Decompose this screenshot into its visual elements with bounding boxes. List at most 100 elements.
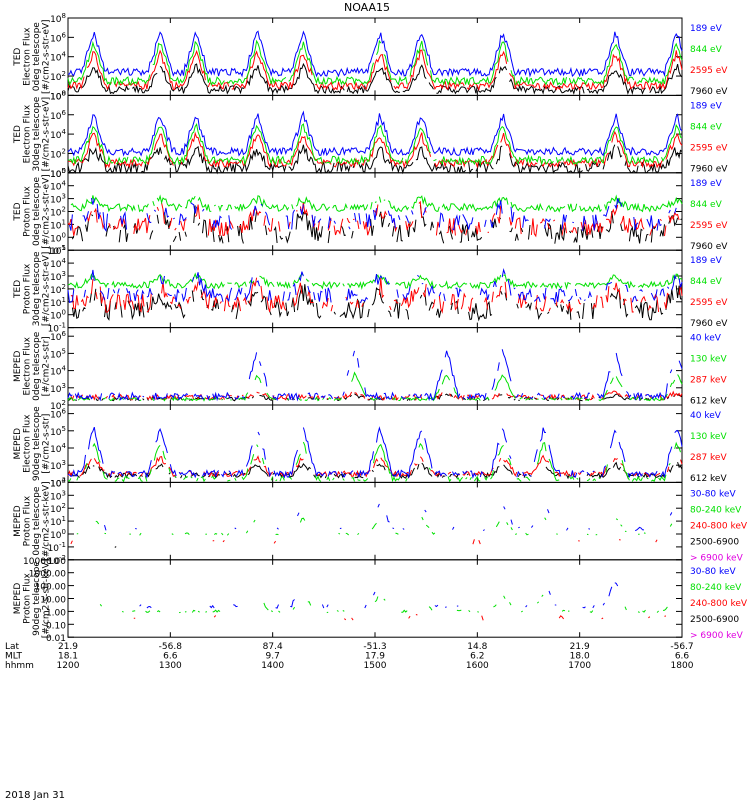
y-axis-label: MEPED Electron Flux 90deg telescope [#/cm2-… xyxy=(13,406,52,481)
footer-value: 1300 xyxy=(159,661,182,671)
footer-value: 1400 xyxy=(261,661,284,671)
series-black xyxy=(71,205,683,244)
y-label-line: 30deg telescope xyxy=(32,251,42,326)
y-tick-label: 104 xyxy=(50,365,66,378)
legend-entry: 80-240 keV xyxy=(690,505,742,515)
series-blue xyxy=(67,349,683,402)
series-black xyxy=(71,284,683,322)
legend-entry: > 6900 keV xyxy=(690,553,744,563)
series-blue xyxy=(67,426,683,479)
y-tick-label: 10-1 xyxy=(48,541,66,554)
legend-entry: 2595 eV xyxy=(690,221,728,231)
legend-entry: 30-80 keV xyxy=(690,567,736,577)
footer-value: -56.8 xyxy=(159,642,183,652)
y-tick-label: 10.00 xyxy=(40,596,66,606)
y-label-line: 0deg telescope xyxy=(32,22,42,92)
y-tick-label: 103 xyxy=(50,193,66,206)
y-tick-label: 103 xyxy=(50,382,66,395)
y-label-line: 0deg telescope xyxy=(32,177,42,247)
y-label-line: [#/cm2-s-str-eV] xyxy=(42,97,52,172)
legend-entry: 7960 eV xyxy=(690,242,728,252)
y-label-line: Electron Flux xyxy=(23,104,33,163)
y-tick-label: 100 xyxy=(50,231,66,244)
y-tick-label: 0.10 xyxy=(46,621,66,631)
legend-entry: 30-80 keV xyxy=(690,489,736,499)
y-tick-label: 100 xyxy=(50,89,66,102)
y-label-line: TED xyxy=(13,202,23,221)
series-green xyxy=(67,371,683,402)
series-green xyxy=(67,122,683,167)
series-black xyxy=(115,546,676,548)
legend-entry: 40 keV xyxy=(690,334,722,344)
legend-entry: 612 keV xyxy=(690,397,727,407)
y-tick-label: 101 xyxy=(50,218,66,231)
y-tick-label: 100 xyxy=(50,167,66,180)
legend-entry: 844 eV xyxy=(690,200,723,210)
series-green xyxy=(67,441,681,483)
y-tick-label: 102 xyxy=(50,476,66,489)
series-blue xyxy=(140,583,675,608)
y-tick-label: 0.01 xyxy=(46,634,66,644)
y-tick-label: 101 xyxy=(50,515,66,528)
y-axis-label: TED Electron Flux 0deg telescope [#/cm2-s-s… xyxy=(13,19,52,94)
y-tick-label: 1.00 xyxy=(46,608,66,618)
footer-value: 21.9 xyxy=(570,642,590,652)
footer-value: -51.3 xyxy=(363,642,386,652)
legend-entry: 2500-6900 xyxy=(690,615,739,625)
y-label-line: [#/cm2-s-str-eV] xyxy=(42,19,52,94)
footer-value: 1800 xyxy=(671,661,694,671)
y-label-line: MEPED xyxy=(13,428,23,460)
series-green xyxy=(77,517,679,535)
legend-entry: 240-800 keV xyxy=(690,521,748,531)
y-tick-label: 105 xyxy=(50,347,66,360)
footer-value: 6.6 xyxy=(675,652,690,662)
y-label-line: [#/cm2-s-str-keV] xyxy=(42,559,52,638)
y-tick-label: 10000.00 xyxy=(23,557,66,567)
series-blue xyxy=(67,30,683,78)
legend-entry: 189 eV xyxy=(690,256,723,266)
panel-frame xyxy=(67,327,683,406)
y-tick-label: 101 xyxy=(50,296,66,309)
series-red xyxy=(134,615,679,621)
footer-value: -56.7 xyxy=(670,642,693,652)
y-tick-label: 102 xyxy=(50,147,66,160)
y-label-line: Proton Flux xyxy=(23,495,33,546)
y-tick-label: 104 xyxy=(50,128,66,141)
y-tick-label: 102 xyxy=(50,283,66,296)
y-tick-label: 106 xyxy=(50,31,66,44)
panel-frame xyxy=(67,404,683,483)
y-tick-label: 10-2 xyxy=(48,554,66,567)
y-label-line: TED xyxy=(13,48,23,67)
legend-entry: 130 keV xyxy=(690,355,727,365)
series-green xyxy=(70,194,683,213)
legend-entry: > 6900 keV xyxy=(690,631,744,641)
footer-axis-labels: Lat 21.9 -56.8 87.4 -51.3 14.8 21.9 -56.7 MLT 18.… xyxy=(5,642,694,671)
y-tick-label: 10-1 xyxy=(48,322,66,335)
y-tick-label: 100 xyxy=(50,309,66,322)
y-label-line: MEPED xyxy=(13,583,23,615)
legend-entry: 2500-6900 xyxy=(690,537,739,547)
y-label-line: Proton Flux xyxy=(23,186,33,237)
y-label-line: 90deg telescope xyxy=(32,561,42,636)
y-label-line: 30deg telescope xyxy=(32,96,42,171)
footer-value: 87.4 xyxy=(263,642,283,652)
y-axis-label: TED Proton Flux 0deg telescope [#/cm2-s-str… xyxy=(13,174,52,249)
y-tick-label: 104 xyxy=(50,257,66,270)
y-tick-label: 100 xyxy=(50,528,66,541)
y-label-line: Electron Flux xyxy=(23,27,33,86)
footer-row-label: Lat xyxy=(5,642,20,652)
panel-8: 0.010.101.0010.00100.001000.0010000.00ME… xyxy=(13,557,748,644)
legend-entry: 2595 eV xyxy=(690,143,728,153)
series-blue xyxy=(67,267,683,305)
legend-entry: 844 eV xyxy=(690,45,723,55)
series-blue xyxy=(67,110,683,157)
y-tick-label: 102 xyxy=(50,399,66,412)
series-blue xyxy=(104,503,673,532)
y-tick-label: 10-1 xyxy=(48,244,66,257)
